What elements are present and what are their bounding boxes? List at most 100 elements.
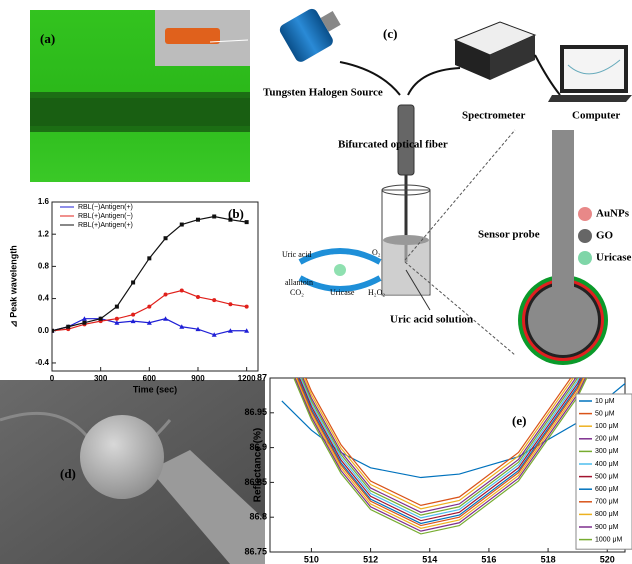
marker xyxy=(81,316,87,321)
y-tick-label: 0.0 xyxy=(38,326,50,335)
y-tick-label: 86.9 xyxy=(249,442,267,452)
x-axis-label: Time (sec) xyxy=(133,384,177,394)
x-tick-label: 1200 xyxy=(238,374,256,383)
legend-entry: AuNPs xyxy=(596,208,630,220)
cable xyxy=(339,61,461,96)
x-tick-label: 600 xyxy=(143,374,157,383)
series-group xyxy=(281,378,625,535)
series-line xyxy=(295,378,585,529)
legend-dot xyxy=(578,229,592,243)
label: Computer xyxy=(572,110,620,122)
legend-entry: 300 μM xyxy=(595,448,619,455)
marker xyxy=(244,304,249,309)
x-tick-label: 510 xyxy=(304,554,319,564)
legend-entry: Uricase xyxy=(596,252,632,264)
panel-label: (a) xyxy=(40,31,55,46)
label: Uricase xyxy=(330,288,355,297)
marker xyxy=(163,292,168,297)
reaction-arrow xyxy=(298,248,382,265)
legend-entry: 100 μM xyxy=(595,423,619,430)
sem-stem xyxy=(150,450,265,564)
x-tick-label: 520 xyxy=(600,554,615,564)
label: Tungsten Halogen Source xyxy=(263,87,383,99)
y-axis-label: Reflectance (%) xyxy=(253,428,264,502)
legend-entry: 10 μM xyxy=(595,398,615,405)
label: Uric acid solution xyxy=(390,314,473,326)
marker xyxy=(66,324,71,329)
sem-ball xyxy=(80,415,164,499)
marker xyxy=(227,328,233,333)
marker xyxy=(212,298,217,303)
legend-entry: RBL(+)Antigen(+) xyxy=(78,222,133,229)
legend-entry: RBL(−)Antigen(+) xyxy=(78,204,133,211)
marker xyxy=(163,316,169,321)
legend-dot xyxy=(578,251,592,265)
label: allantoin xyxy=(285,278,313,287)
series-line xyxy=(294,378,587,532)
marker xyxy=(114,316,119,321)
series-line xyxy=(301,378,579,516)
legend-entry: 500 μM xyxy=(595,473,619,480)
legend-entry: 50 μM xyxy=(595,410,615,417)
series-line xyxy=(296,378,584,527)
panel-label: (b) xyxy=(228,206,244,221)
inset-fiber xyxy=(209,39,249,43)
cable xyxy=(534,54,561,96)
y-tick-label: 0.4 xyxy=(38,294,50,303)
y-tick-label: 86.75 xyxy=(244,546,267,556)
marker xyxy=(130,318,136,324)
fiber-core xyxy=(30,98,250,126)
marker xyxy=(131,280,136,285)
y-tick-label: 1.2 xyxy=(38,229,50,238)
marker xyxy=(179,222,184,227)
zoom-line xyxy=(404,261,516,356)
reaction-arrow xyxy=(298,275,382,292)
marker xyxy=(211,332,217,337)
label: Uric acid xyxy=(282,250,312,259)
marker xyxy=(228,217,233,222)
legend-entry: 900 μM xyxy=(595,524,619,531)
marker xyxy=(195,294,200,299)
series-line xyxy=(303,378,574,510)
y-tick-label: 86.8 xyxy=(249,512,267,522)
panel-d xyxy=(0,380,265,564)
marker xyxy=(195,217,200,222)
solution xyxy=(383,240,429,295)
marker xyxy=(114,304,119,309)
plot-area xyxy=(51,201,259,372)
legend-entry: GO xyxy=(596,230,614,242)
panel-label: (e) xyxy=(512,413,526,428)
x-tick-label: 512 xyxy=(363,554,378,564)
marker xyxy=(52,328,54,333)
marker xyxy=(114,320,120,325)
legend-dot xyxy=(578,207,592,221)
series-line xyxy=(297,378,583,525)
legend-entry: 1000 μM xyxy=(595,536,623,543)
zoom-line xyxy=(404,129,516,261)
label: Bifurcated optical fiber xyxy=(338,139,448,151)
y-tick-label: 87 xyxy=(257,372,267,382)
marker xyxy=(244,328,250,333)
legend-entry: 400 μM xyxy=(595,461,619,468)
probe-rod xyxy=(552,130,574,305)
marker xyxy=(179,324,185,329)
enzyme-dot xyxy=(334,264,346,276)
label: Sensor probe xyxy=(478,229,540,241)
marker xyxy=(179,288,184,293)
y-tick-label: -0.4 xyxy=(35,358,49,367)
probe-neck xyxy=(552,270,574,300)
marker xyxy=(131,312,136,317)
marker xyxy=(98,316,103,321)
panel-label: (d) xyxy=(60,466,76,481)
series-line xyxy=(299,378,580,519)
leader xyxy=(405,269,431,311)
lamp xyxy=(279,8,341,62)
label: CO₂ xyxy=(290,288,304,297)
legend-entry: 800 μM xyxy=(595,511,619,518)
series-line xyxy=(298,378,582,522)
x-tick-label: 0 xyxy=(50,374,55,383)
panel-c xyxy=(279,8,632,365)
y-tick-label: 0.8 xyxy=(38,261,50,270)
series-line xyxy=(305,378,572,506)
